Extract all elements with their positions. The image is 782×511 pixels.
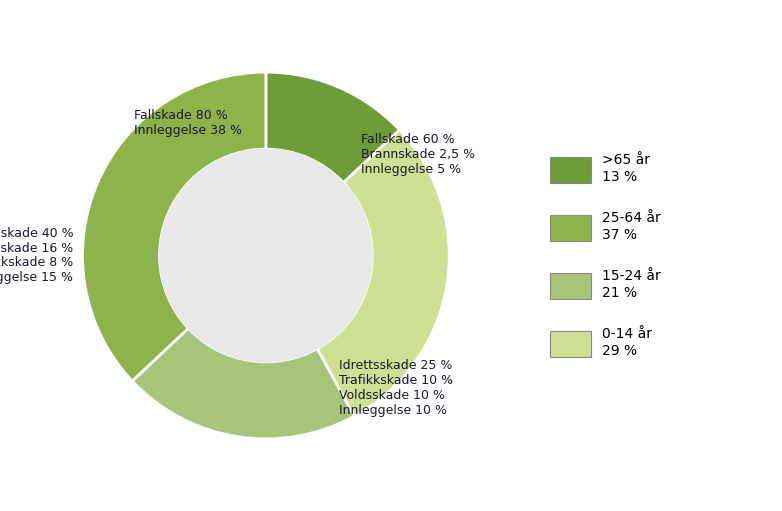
- Wedge shape: [132, 328, 354, 439]
- Circle shape: [160, 149, 372, 362]
- Text: Fallskade 60 %
Brannskade 2,5 %
Innleggelse 5 %: Fallskade 60 % Brannskade 2,5 % Innlegge…: [361, 133, 475, 176]
- Text: Fallskade 40 %
Idrettsskade 16 %
Trafikkskade 8 %
Innleggelse 15 %: Fallskade 40 % Idrettsskade 16 % Trafikk…: [0, 226, 74, 285]
- Legend: >65 år
13 %, 25-64 år
37 %, 15-24 år
21 %, 0-14 år
29 %: >65 år 13 %, 25-64 år 37 %, 15-24 år 21 …: [543, 147, 668, 364]
- Wedge shape: [266, 72, 400, 183]
- Text: Idrettsskade 25 %
Trafikkskade 10 %
Voldsskade 10 %
Innleggelse 10 %: Idrettsskade 25 % Trafikkskade 10 % Vold…: [339, 359, 454, 416]
- Text: Fallskade 80 %
Innleggelse 38 %: Fallskade 80 % Innleggelse 38 %: [134, 109, 242, 137]
- Wedge shape: [317, 130, 449, 416]
- Wedge shape: [83, 72, 266, 381]
